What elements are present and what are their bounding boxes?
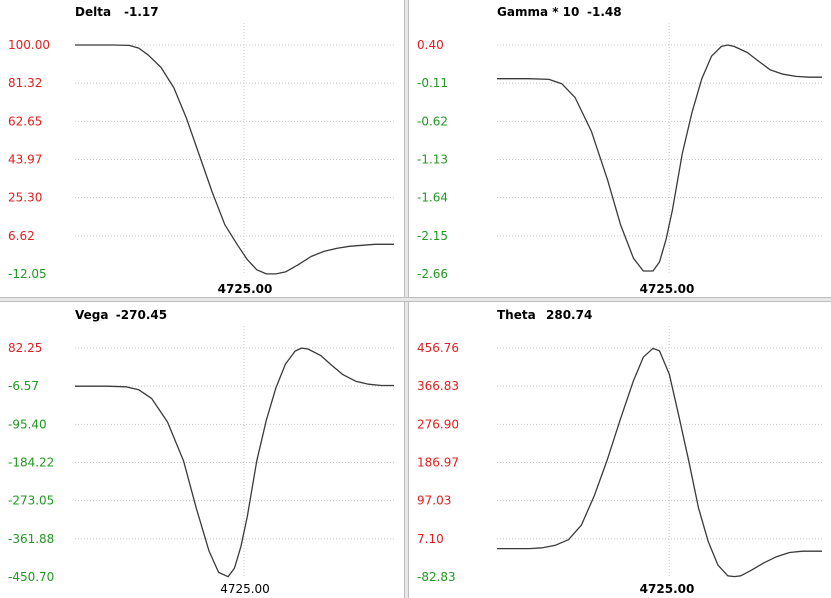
gamma-10-y-tick: 0.40 (417, 38, 444, 52)
gamma-10-curve (497, 44, 822, 272)
delta-y-tick: 25.30 (8, 191, 42, 205)
vega-y-tick: -361.88 (8, 532, 54, 546)
theta-value: 280.74 (546, 308, 592, 322)
gamma-10-x-label: 4725.00 (640, 282, 695, 296)
delta-x-label: 4725.00 (218, 282, 273, 296)
theta-curve (497, 347, 822, 578)
theta-y-tick: 97.03 (417, 494, 451, 508)
gamma-10-title: Gamma * 10 (497, 5, 579, 19)
theta-chart: Theta 280.74 456.76 366.83 276.90 186.97 97.03… (417, 308, 822, 596)
theta-x-label: 4725.00 (640, 582, 695, 596)
theta-y-tick: 366.83 (417, 379, 459, 393)
vega-chart: Vega -270.45 82.25 -6.57 -95.40 -184.22 -273.0… (8, 308, 394, 596)
vega-y-tick: -6.57 (8, 379, 39, 393)
vega-y-tick: -273.05 (8, 494, 54, 508)
delta-y-tick: 100.00 (8, 38, 50, 52)
theta-panel: Theta 280.74 456.76 366.83 276.90 186.97 97.03… (409, 302, 831, 598)
horizontal-splitter[interactable] (0, 297, 831, 302)
gamma-10-y-tick: -1.64 (417, 191, 448, 205)
delta-y-tick: 81.32 (8, 76, 42, 90)
gamma-10-y-tick: -2.66 (417, 267, 448, 281)
theta-y-tick: 456.76 (417, 341, 459, 355)
gamma-chart: Gamma * 10 -1.48 0.40 -0.11 -0.62 -1.13 -1.64 -… (417, 5, 822, 296)
theta-title: Theta (497, 308, 536, 322)
delta-chart: Delta -1.17 100.00 81.32 62.65 43.97 25.30 6.62… (8, 5, 394, 296)
vega-y-tick: -184.22 (8, 456, 54, 470)
gamma-10-y-tick: -0.62 (417, 114, 448, 128)
delta-y-tick: 43.97 (8, 153, 42, 167)
gamma-10-y-tick: -2.15 (417, 229, 448, 243)
vega-title: Vega (75, 308, 108, 322)
delta-curve (75, 44, 394, 275)
vega-curve (75, 347, 394, 578)
delta-value: -1.17 (124, 5, 159, 19)
gamma-10-y-tick: -1.13 (417, 153, 448, 167)
vega-x-label: 4725.00 (220, 582, 270, 596)
vega-y-tick: -450.70 (8, 570, 54, 584)
delta-y-tick: 6.62 (8, 229, 35, 243)
vega-y-tick: 82.25 (8, 341, 42, 355)
gamma-10-value: -1.48 (587, 5, 622, 19)
delta-y-tick: 62.65 (8, 114, 42, 128)
vega-value: -270.45 (116, 308, 167, 322)
gamma-10-y-tick: -0.11 (417, 76, 448, 90)
theta-y-tick: 186.97 (417, 456, 459, 470)
delta-y-tick: -12.05 (8, 267, 47, 281)
theta-y-tick: -82.83 (417, 570, 456, 584)
delta-title: Delta (75, 5, 111, 19)
theta-y-tick: 7.10 (417, 532, 444, 546)
delta-panel: Delta -1.17 100.00 81.32 62.65 43.97 25.30 6.62… (0, 0, 404, 297)
theta-y-tick: 276.90 (417, 417, 459, 431)
vega-y-tick: -95.40 (8, 417, 47, 431)
vega-panel: Vega -270.45 82.25 -6.57 -95.40 -184.22 -273.0… (0, 302, 404, 598)
gamma-panel: Gamma * 10 -1.48 0.40 -0.11 -0.62 -1.13 -1.64 -… (409, 0, 831, 297)
